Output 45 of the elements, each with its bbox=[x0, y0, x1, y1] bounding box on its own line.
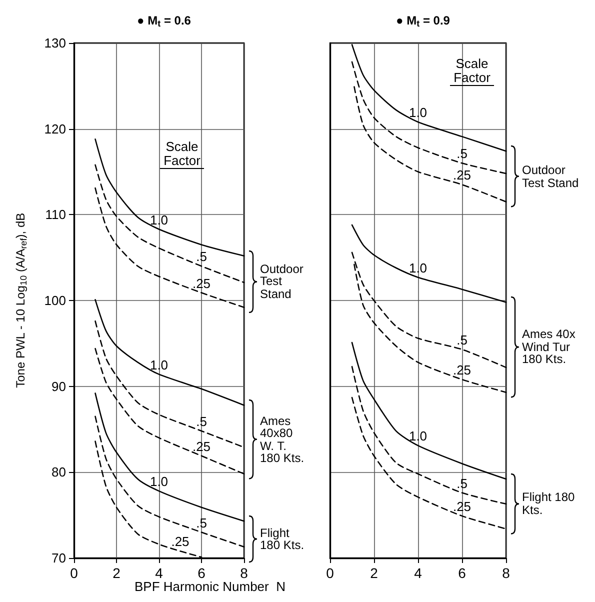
series-label: .5 bbox=[196, 414, 207, 429]
series-label: .25 bbox=[452, 168, 472, 183]
series-label: 1.0 bbox=[150, 357, 168, 372]
x-tick-label: 6 bbox=[458, 565, 466, 581]
x-axis-title: BPF Harmonic Number N bbox=[134, 579, 286, 594]
x-tick-label: 6 bbox=[198, 565, 206, 581]
x-tick-label: 2 bbox=[370, 565, 378, 581]
x-tick-label: 2 bbox=[112, 565, 121, 581]
x-tick-label: 4 bbox=[414, 565, 422, 581]
series-label: 1.0 bbox=[408, 260, 428, 276]
y-tick-label: 110 bbox=[45, 207, 66, 222]
series-label: .5 bbox=[196, 515, 207, 530]
legend-title: Scale Factor bbox=[450, 56, 494, 86]
series-label: .5 bbox=[456, 332, 468, 348]
text: Outdoor Test Stand bbox=[260, 262, 304, 301]
x-tick-label: 0 bbox=[70, 565, 78, 581]
series-label: .5 bbox=[456, 146, 468, 162]
y-tick-label: 130 bbox=[44, 36, 66, 50]
series-label: 1.0 bbox=[408, 104, 428, 120]
text: Ames 40x80 W. T. 180 Kts. bbox=[260, 414, 306, 466]
x-tick-label: 4 bbox=[155, 565, 164, 581]
series-label: .25 bbox=[171, 534, 190, 550]
text: Outdoor Test Stand bbox=[522, 162, 580, 190]
series-label: 1.0 bbox=[150, 474, 168, 490]
series-label: 1.0 bbox=[408, 428, 428, 444]
series-label: .25 bbox=[192, 276, 211, 291]
y-tick-label: 120 bbox=[44, 121, 66, 136]
y-tick-label: 90 bbox=[52, 378, 66, 394]
legend-title: Scale Factor bbox=[160, 139, 204, 170]
y-axis-title: Tone PWL - 10 Log10 (A/Aref), dB bbox=[14, 212, 28, 388]
series-label: .5 bbox=[196, 249, 207, 264]
series-label: .25 bbox=[452, 498, 472, 514]
x-tick-label: 0 bbox=[326, 565, 334, 581]
y-tick-label: 100 bbox=[44, 293, 66, 308]
series-label: .5 bbox=[456, 476, 468, 491]
text: Flight 180 Kts. bbox=[260, 526, 306, 552]
text: Flight 180 Kts. bbox=[522, 490, 576, 518]
series-label: .25 bbox=[192, 438, 211, 454]
y-tick-label: 70 bbox=[52, 550, 66, 566]
series-label: .25 bbox=[452, 362, 472, 378]
series-label: 1.0 bbox=[150, 212, 168, 228]
x-tick-label: 8 bbox=[240, 565, 248, 581]
text: Ames 40x Wind Tur 180 Kts. bbox=[522, 327, 576, 366]
y-tick-label: 80 bbox=[52, 464, 66, 480]
x-tick-label: 8 bbox=[502, 565, 510, 581]
